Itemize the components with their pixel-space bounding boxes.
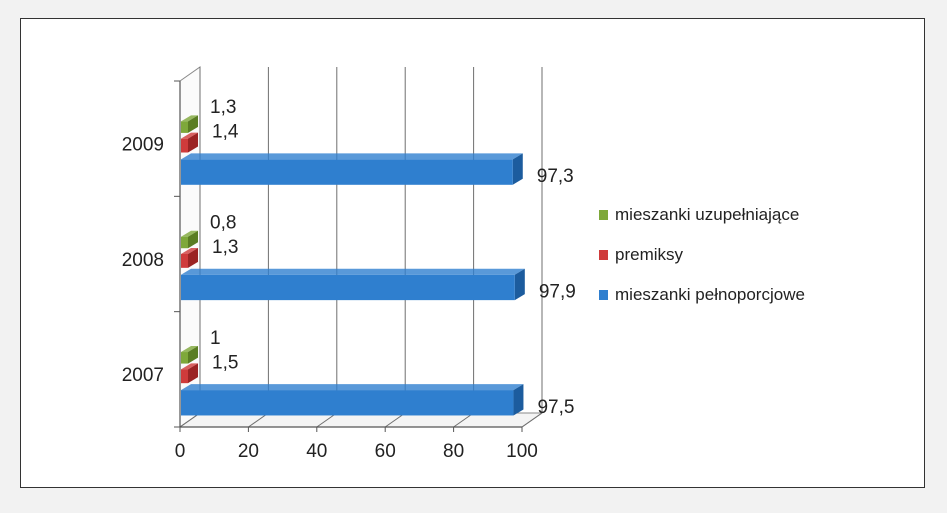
bar-side bbox=[513, 384, 524, 416]
data-label: 1,3 bbox=[212, 237, 238, 258]
data-label: 1,3 bbox=[210, 97, 236, 118]
bar-full bbox=[181, 384, 524, 416]
bar-full bbox=[181, 153, 523, 185]
legend-label: mieszanki uzupełniające bbox=[615, 205, 799, 224]
bar-front bbox=[181, 159, 513, 185]
bar-side bbox=[512, 153, 523, 185]
bar-side bbox=[188, 132, 198, 153]
bar-top bbox=[181, 363, 198, 370]
data-label: 1 bbox=[210, 328, 221, 349]
bar-front bbox=[181, 121, 188, 133]
category-label: 2008 bbox=[122, 250, 164, 271]
category-label: 2007 bbox=[122, 365, 164, 386]
bar-side bbox=[188, 115, 198, 133]
chart-frame: 2009 1,3 1,4 97,3 2008 0,8 1,3 97,9 2007 1 1,5 97,5… bbox=[20, 18, 925, 488]
data-label: 1,5 bbox=[212, 352, 238, 373]
bar-side bbox=[188, 363, 198, 384]
bar-front bbox=[181, 254, 188, 268]
category-label: 2009 bbox=[122, 134, 164, 155]
x-tick-label: 20 bbox=[238, 441, 259, 462]
data-label: 97,3 bbox=[537, 166, 574, 187]
legend-swatch bbox=[599, 250, 608, 260]
bar-top bbox=[181, 248, 198, 254]
legend-swatch bbox=[599, 290, 608, 300]
x-tick-label: 40 bbox=[306, 441, 327, 462]
bar-front bbox=[181, 352, 188, 364]
bar-top bbox=[181, 268, 525, 275]
x-tick-label: 60 bbox=[375, 441, 396, 462]
bar-full bbox=[181, 268, 525, 301]
legend-label: mieszanki pełnoporcjowe bbox=[615, 285, 805, 304]
bar-supplementary bbox=[181, 115, 198, 133]
data-label: 1,4 bbox=[212, 122, 239, 143]
data-label: 97,5 bbox=[537, 397, 574, 418]
bar-side bbox=[188, 230, 198, 249]
bar-chart: 2009 1,3 1,4 97,3 2008 0,8 1,3 97,9 2007 1 1,5 97,5… bbox=[122, 66, 805, 462]
bar-supplementary bbox=[181, 230, 198, 249]
bar-top bbox=[181, 230, 198, 237]
bar-top bbox=[181, 346, 198, 353]
legend-label: premiksy bbox=[615, 245, 684, 264]
bar-front bbox=[181, 236, 188, 249]
bar-top bbox=[181, 132, 198, 139]
bar-supplementary bbox=[181, 346, 198, 364]
bar-top bbox=[181, 115, 198, 122]
gridline-floor bbox=[521, 412, 543, 428]
data-label: 0,8 bbox=[210, 212, 236, 233]
bar-premix bbox=[181, 248, 198, 268]
bar-front bbox=[181, 369, 188, 384]
bar-front bbox=[181, 138, 188, 153]
bar-side bbox=[514, 268, 525, 301]
bar-side bbox=[188, 346, 198, 364]
data-label: 97,9 bbox=[539, 281, 576, 302]
x-tick-label: 0 bbox=[175, 441, 186, 462]
legend-swatch bbox=[599, 210, 608, 220]
x-tick-label: 80 bbox=[443, 441, 464, 462]
bar-premix bbox=[181, 132, 198, 153]
bar-front bbox=[181, 390, 514, 416]
bar-front bbox=[181, 274, 515, 301]
bar-top bbox=[181, 153, 523, 160]
bar-side bbox=[188, 248, 198, 268]
bar-top bbox=[181, 384, 524, 391]
bar-premix bbox=[181, 363, 198, 384]
x-tick-label: 100 bbox=[506, 441, 538, 462]
